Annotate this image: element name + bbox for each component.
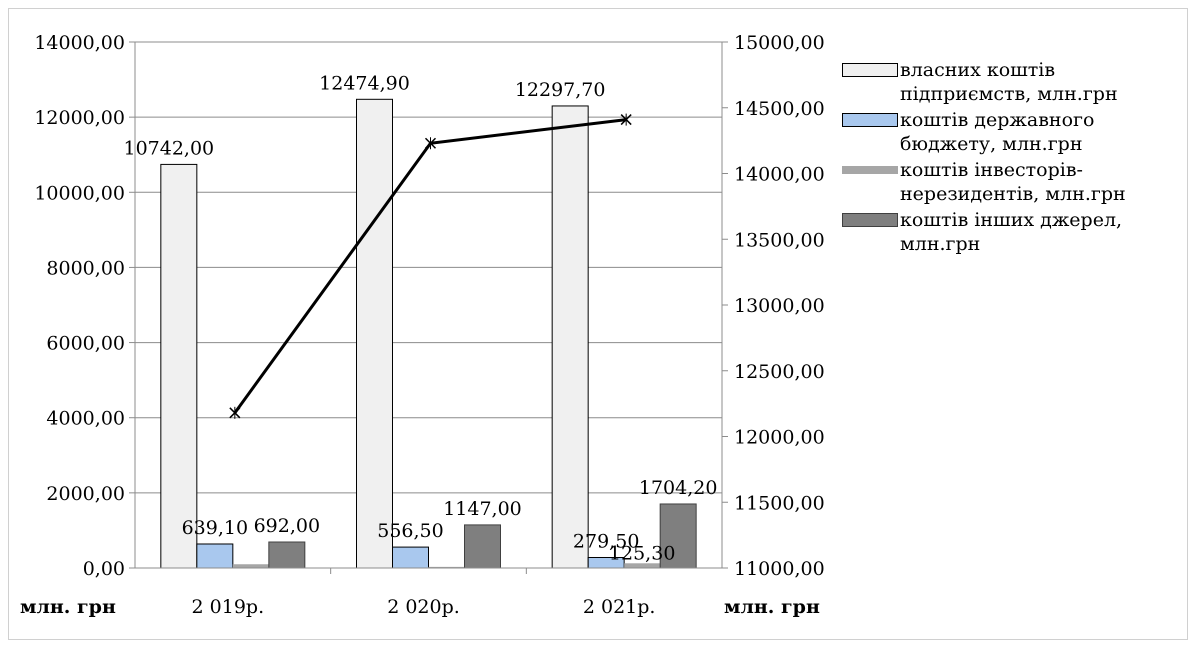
data-label: 125,30: [609, 542, 675, 564]
legend-swatch: [842, 63, 898, 77]
bar-series-3: [624, 563, 661, 568]
y2-tick-label: 14000,00: [734, 164, 825, 186]
bar-series-3: [428, 566, 465, 568]
bar-series-2: [196, 543, 234, 569]
y2-tick-label: 15000,00: [734, 32, 825, 54]
data-label: 10742,00: [123, 137, 214, 159]
legend-label: коштів державного бюджету, млн.грн: [900, 109, 1095, 155]
y2-tick-label: 11500,00: [734, 492, 825, 514]
data-label: 12474,90: [319, 72, 410, 94]
legend-item: коштів державного бюджету, млн.грн: [842, 108, 1172, 156]
axes: 0,00 2000,00 4000,00 6000,00 8000,00 10000,00…: [34, 32, 824, 618]
y-tick-label: 12000,00: [34, 107, 125, 129]
gridlines: [135, 41, 722, 494]
legend-label: власних коштів підприємств, млн.грн: [900, 59, 1118, 105]
line-series: [229, 113, 632, 419]
legend-item: коштів інвесторів-нерезидентів, млн.грн: [842, 158, 1172, 206]
legend-item: коштів інших джерел, млн.грн: [842, 208, 1172, 256]
bar-series-4: [464, 524, 501, 569]
y2-unit-label: млн. грн: [724, 596, 820, 618]
data-label: 692,00: [254, 515, 320, 537]
y-tick-label: 14000,00: [34, 32, 125, 54]
bar-series-1: [551, 105, 589, 569]
bar-series-1: [160, 163, 198, 569]
y-tick-label: 0,00: [83, 558, 125, 580]
bar-series-3: [232, 564, 269, 568]
y-tick-label: 4000,00: [46, 408, 125, 430]
bar-series-1: [356, 98, 393, 569]
y2-tick-label: 12000,00: [734, 427, 825, 449]
data-label: 1704,20: [639, 477, 718, 499]
x-tick-label: 2 020р.: [387, 596, 460, 618]
data-label: 279,50: [573, 530, 639, 552]
legend-swatch: [842, 213, 898, 227]
bar-series-2: [392, 546, 429, 569]
legend-swatch: [842, 166, 898, 174]
bar-series-4: [268, 541, 306, 569]
legend-item: власних коштів підприємств, млн.грн: [842, 58, 1172, 106]
legend: власних коштів підприємств, млн.грн кошті…: [842, 58, 1172, 258]
legend-swatch: [842, 113, 898, 127]
x-tick-label: 2 019р.: [192, 596, 265, 618]
data-label: 639,10: [182, 517, 248, 539]
legend-label: коштів інших джерел, млн.грн: [900, 209, 1123, 255]
y-tick-label: 10000,00: [34, 182, 125, 204]
y2-tick-label: 11000,00: [734, 558, 825, 580]
legend-label: коштів інвесторів-нерезидентів, млн.грн: [900, 159, 1126, 205]
data-labels: 10742,00 12474,90 12297,70 639,10 556,50 279,…: [123, 72, 717, 564]
line-point: [229, 406, 241, 419]
data-label: 12297,70: [515, 79, 606, 101]
data-label: 1147,00: [443, 498, 522, 520]
line-point: [620, 113, 632, 126]
y-tick-label: 6000,00: [46, 333, 125, 355]
y-tick-label: 8000,00: [46, 257, 125, 279]
x-tick-label: 2 021р.: [583, 596, 656, 618]
y2-tick-label: 13000,00: [734, 295, 825, 317]
line-point: [424, 137, 437, 150]
y2-tick-label: 13500,00: [734, 229, 825, 251]
y-tick-label: 2000,00: [46, 483, 125, 505]
bar-series-4: [659, 503, 697, 569]
x-unit-label: млн. грн: [20, 596, 116, 618]
y2-tick-label: 12500,00: [734, 361, 825, 383]
y2-tick-label: 14500,00: [734, 98, 825, 120]
data-label: 556,50: [377, 520, 443, 542]
bars: [160, 98, 697, 569]
chart-frame: [8, 8, 1188, 640]
